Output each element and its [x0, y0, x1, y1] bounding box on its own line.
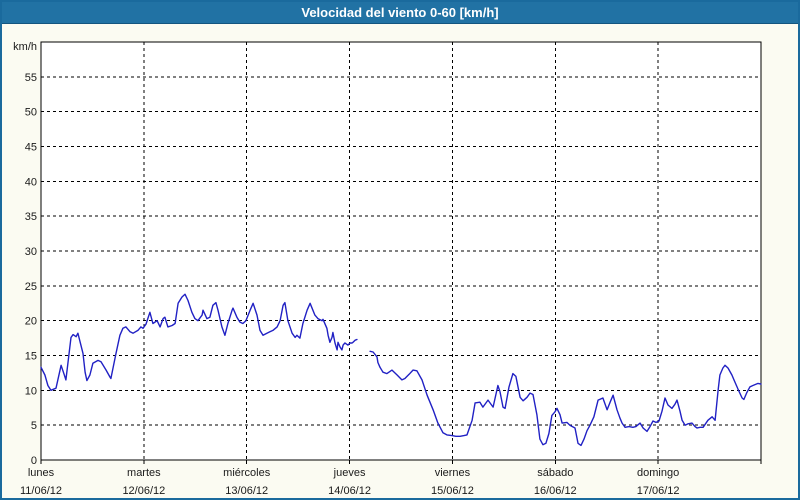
day-name-label: martes: [127, 467, 161, 479]
day-date-label: 11/06/12: [20, 485, 62, 497]
day-name-label: jueves: [333, 467, 366, 479]
y-tick-label: 35: [25, 211, 37, 223]
y-tick-label: 15: [25, 351, 37, 363]
day-date-label: 17/06/12: [637, 485, 680, 497]
day-date-label: 14/06/12: [328, 485, 371, 497]
y-axis-unit-label: km/h: [13, 41, 37, 53]
day-name-label: viernes: [435, 467, 471, 479]
title-bar: Velocidad del viento 0-60 [km/h]: [2, 2, 798, 24]
x-tick-marks: [40, 460, 762, 464]
y-tick-label: 50: [25, 107, 37, 119]
gridlines: [41, 42, 761, 460]
y-tick-label: 25: [25, 281, 37, 293]
window-title: Velocidad del viento 0-60 [km/h]: [301, 5, 499, 20]
wind-speed-chart: km/h 0 5 10 15 20 25 30 35 40 45 50 55 lunes 11/06/12 m…: [13, 41, 762, 497]
y-tick-label: 30: [25, 246, 37, 258]
y-tick-label: 45: [25, 142, 37, 154]
y-axis-tick-labels: 0 5 10 15 20 25 30 35 40 45 50 55: [25, 72, 37, 467]
wind-speed-series-line: [40, 293, 358, 391]
x-axis-day-labels: lunes 11/06/12 martes 12/06/12 miércoles 13/0…: [20, 467, 680, 497]
y-tick-label: 10: [25, 385, 37, 397]
y-tick-label: 40: [25, 176, 37, 188]
day-name-label: sábado: [537, 467, 573, 479]
y-tick-label: 55: [25, 72, 37, 84]
day-name-label: domingo: [637, 467, 679, 479]
day-name-label: lunes: [28, 467, 55, 479]
plot-border: [40, 41, 762, 461]
y-tick-label: 20: [25, 316, 37, 328]
y-tick-label: 0: [31, 455, 37, 467]
day-date-label: 15/06/12: [431, 485, 474, 497]
day-date-label: 13/06/12: [225, 485, 268, 497]
day-date-label: 16/06/12: [534, 485, 577, 497]
day-name-label: miércoles: [223, 467, 271, 479]
wind-speed-series-line: [369, 350, 762, 447]
day-date-label: 12/06/12: [122, 485, 165, 497]
y-tick-label: 5: [31, 420, 37, 432]
